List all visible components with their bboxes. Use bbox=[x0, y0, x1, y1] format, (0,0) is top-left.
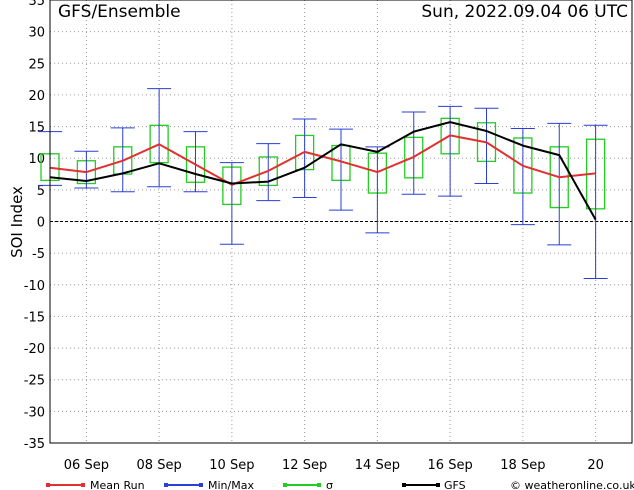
minmax-whisker bbox=[583, 124, 608, 279]
minmax-whisker bbox=[256, 143, 281, 202]
y-axis: -35 -30 -25 -20 -15 -10 -5 0 5 10 15 20 25 30 35 bbox=[24, 0, 45, 452]
x-tick-label: 14 Sep bbox=[355, 458, 400, 473]
run-date: Sun, 2022.09.04 06 UTC bbox=[421, 2, 628, 22]
minmax-whisker bbox=[329, 128, 353, 211]
x-tick-label: 18 Sep bbox=[500, 458, 545, 473]
legend-marker-min-max-end bbox=[199, 483, 203, 487]
legend-item-gfs: GFS bbox=[402, 479, 466, 490]
y-tick-label: -20 bbox=[24, 342, 45, 357]
x-tick-label: 10 Sep bbox=[209, 458, 254, 473]
series-line-gfs bbox=[49, 121, 597, 221]
y-tick-label: 25 bbox=[28, 57, 45, 72]
legend-marker-gfs bbox=[402, 483, 406, 487]
x-tick-label: 16 Sep bbox=[428, 458, 473, 473]
y-tick-label: 15 bbox=[28, 121, 45, 136]
legend-marker-sigma bbox=[283, 483, 287, 487]
y-tick-label: -5 bbox=[32, 247, 45, 262]
legend-item-sigma: σ bbox=[283, 479, 333, 490]
legend-marker-mean-run bbox=[46, 483, 50, 487]
minmax-whisker bbox=[219, 162, 244, 245]
legend-item-min-max: Min/Max bbox=[164, 479, 254, 490]
x-axis: 06 Sep 08 Sep 10 Sep 12 Sep 14 Sep 16 Sep 18 S… bbox=[64, 458, 604, 473]
x-tick-label: 20 bbox=[587, 458, 604, 473]
y-tick-label: -35 bbox=[24, 437, 45, 452]
legend-label-gfs: GFS bbox=[444, 479, 466, 490]
legend-item-mean-run: Mean Run bbox=[46, 479, 145, 490]
x-tick-label: 08 Sep bbox=[137, 458, 182, 473]
plot-frame bbox=[49, 0, 633, 444]
y-tick-label: 5 bbox=[37, 184, 45, 199]
x-tick-label: 06 Sep bbox=[64, 458, 109, 473]
legend-marker-min-max bbox=[164, 483, 168, 487]
data-layer bbox=[38, 88, 608, 279]
legend-label-min-max: Min/Max bbox=[208, 479, 254, 490]
minmax-whisker bbox=[474, 107, 499, 185]
chart-title: GFS/Ensemble bbox=[58, 2, 181, 22]
y-axis-label: SOI Index bbox=[8, 186, 26, 258]
minmax-whisker bbox=[401, 111, 426, 195]
legend-label-mean-run: Mean Run bbox=[90, 479, 145, 490]
legend-marker-mean-run-end bbox=[81, 483, 85, 487]
legend-label-sigma: σ bbox=[326, 479, 333, 490]
y-tick-label: -15 bbox=[24, 310, 45, 325]
x-tick-label: 12 Sep bbox=[282, 458, 327, 473]
y-tick-label: 35 bbox=[28, 0, 45, 9]
y-tick-label: 10 bbox=[28, 152, 45, 167]
minmax-whisker bbox=[547, 122, 572, 246]
y-tick-label: 20 bbox=[28, 89, 45, 104]
y-tick-label: -30 bbox=[24, 405, 45, 420]
credit-text: © weatheronline.co.uk bbox=[510, 479, 634, 490]
legend: Mean Run Min/Max σ GFS © weatheronline.c… bbox=[46, 479, 634, 490]
minmax-whisker bbox=[510, 127, 535, 226]
minmax-whisker bbox=[292, 118, 317, 198]
minmax-whisker bbox=[147, 88, 172, 188]
y-tick-label: 30 bbox=[28, 26, 45, 41]
legend-marker-gfs-end bbox=[436, 483, 440, 487]
y-tick-label: -25 bbox=[24, 374, 45, 389]
y-tick-label: -10 bbox=[24, 279, 45, 294]
legend-marker-sigma-end bbox=[317, 483, 321, 487]
minmax-whisker bbox=[183, 131, 208, 193]
y-tick-label: 0 bbox=[37, 216, 45, 231]
grid-layer bbox=[50, 0, 632, 443]
